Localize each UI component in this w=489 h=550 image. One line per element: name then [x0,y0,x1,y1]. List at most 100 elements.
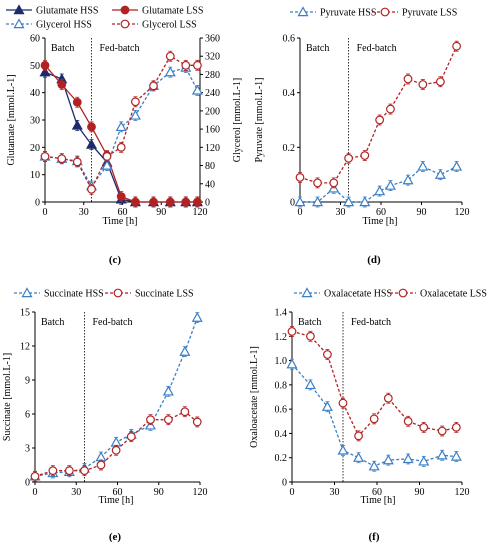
x-tick-label: 30 [336,207,346,218]
data-point-marker [146,415,155,425]
data-point-marker [113,288,123,298]
data-point-marker [64,466,74,476]
y-tick-label: 0 [282,478,287,489]
data-point-marker [306,331,315,341]
x-axis-label: Time [h] [103,216,138,227]
y-tick-label: 1.0 [275,356,288,367]
data-point-marker [294,196,306,207]
y2-tick-label: 40 [205,179,215,190]
phase-label-fedbatch: Fed-batch [93,317,133,328]
x-tick-label: 90 [417,207,427,218]
x-axis-label: Time [h] [361,495,396,506]
legend-entry: Glutamate HSS [6,4,99,17]
data-point-marker [344,153,354,163]
data-point-marker [451,422,461,432]
y-tick-label: 0 [290,198,295,209]
y2-tick-label: 120 [205,143,220,154]
phase-label-fedbatch: Fed-batch [357,43,397,54]
phase-label-batch: Batch [51,43,74,54]
legend-entry: Pyruvate HSS [290,6,376,19]
data-point-marker [380,7,390,17]
data-point-marker [120,5,130,15]
x-tick-label: 60 [118,207,128,218]
chart-panel-f: 0 30 60 90 120 0 0.2 0.4 0.6 0.8 1.0 1.2 1.4 Batch Fed… [249,287,487,543]
y-tick-label: 30 [30,116,40,127]
y-tick-label: 20 [30,143,40,154]
y-tick-label: 0.6 [283,34,296,45]
data-point-marker [162,385,174,396]
x-tick-label: 120 [193,207,208,218]
data-point-marker [286,358,298,369]
data-point-marker [149,81,158,91]
x-tick-label: 0 [290,487,295,498]
legend-entry: Oxalacetate LSS [390,289,487,300]
series-oxalacetate-lss [287,326,461,442]
data-point-marker [360,151,370,160]
data-point-marker [101,159,113,170]
series-line [44,64,198,203]
data-point-marker [96,460,106,470]
data-point-marker [386,104,395,114]
data-point-marker [116,192,126,201]
legend-label: Succinate LSS [135,289,194,300]
data-point-marker [452,41,462,51]
data-point-marker [165,51,175,61]
data-point-marker [164,66,176,77]
data-point-marker [191,311,203,322]
data-point-marker [323,350,332,359]
legend-entry: Succinate LSS [105,289,194,300]
legend-entry: Succinate HSS [14,287,104,300]
data-point-marker [126,432,136,442]
data-point-marker [102,152,112,161]
data-point-marker [181,60,191,70]
phase-label-batch: Batch [41,317,64,328]
series-glycerol-lss [40,50,202,195]
legend-entry: Glycerol HSS [6,18,92,31]
series-line [300,165,457,203]
x-tick-label: 0 [298,207,303,218]
legend-label: Glycerol LSS [142,20,197,31]
y2-tick-label: 360 [205,34,220,45]
data-point-marker [436,449,448,460]
data-point-marker [129,109,141,120]
data-point-marker [80,466,89,476]
data-point-marker [329,178,339,188]
legend-label: Oxalacetate HSS [324,289,392,300]
data-point-marker [384,179,396,190]
data-point-marker [87,122,96,132]
data-point-marker [72,97,82,107]
data-point-marker [40,152,50,161]
data-point-marker [402,453,414,464]
data-point-marker [312,196,324,207]
legend-entry: Pyruvate LSS [372,8,457,19]
y-axis-label: Pyruvate [mmol.L-1] [254,78,265,163]
y2-tick-label: 200 [205,106,220,117]
data-point-marker [57,154,67,164]
data-point-marker [48,466,58,476]
data-point-marker [39,66,51,77]
x-tick-label: 120 [455,487,470,498]
x-tick-label: 60 [372,487,382,498]
data-point-marker [338,398,348,408]
x-axis-label: Time [h] [99,495,134,506]
legend-entry: Glutamate LSS [112,6,203,17]
data-point-marker [165,197,175,207]
y-tick-label: 10 [30,170,40,181]
y2-tick-label: 240 [205,88,220,99]
panel-letter: (d) [367,254,381,266]
y-tick-label: 0 [25,478,30,489]
y-axis-label: Glutamate [mmol.L-1] [6,74,17,165]
data-point-marker [192,417,202,427]
data-point-marker [343,196,355,207]
y-tick-label: 0 [35,198,40,209]
data-point-marker [417,160,429,171]
phase-label-fedbatch: Fed-batch [351,317,391,328]
data-point-marker [337,444,349,455]
data-point-marker [116,142,126,152]
data-point-marker [353,451,365,462]
data-point-marker [85,138,98,149]
data-point-marker [383,393,393,403]
x-axis-label: Time [h] [363,216,398,227]
series-succinate-lss [30,406,202,482]
